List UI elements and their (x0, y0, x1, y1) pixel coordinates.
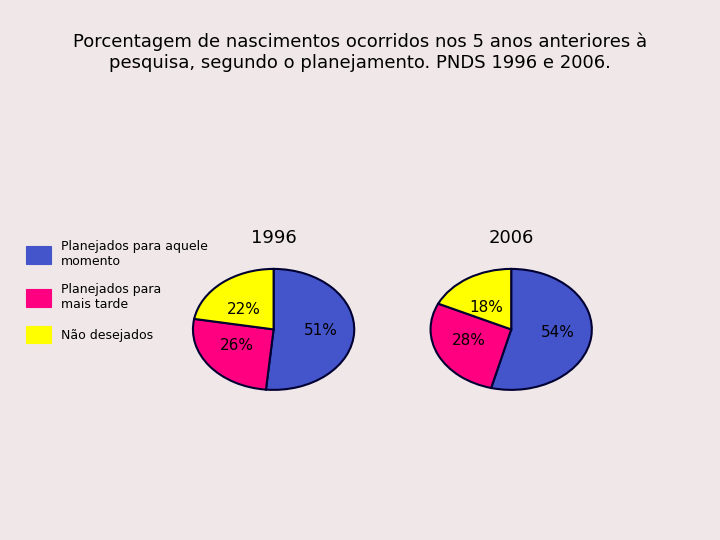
Text: 28%: 28% (452, 333, 486, 348)
Text: 54%: 54% (541, 325, 575, 340)
Legend: Planejados para aquele
momento, Planejados para
mais tarde, Não desejados: Planejados para aquele momento, Planejad… (21, 235, 212, 348)
Text: 22%: 22% (227, 302, 261, 317)
Wedge shape (193, 319, 274, 389)
Wedge shape (438, 269, 511, 329)
Wedge shape (194, 269, 274, 329)
Text: 51%: 51% (303, 323, 337, 338)
Title: 2006: 2006 (488, 228, 534, 247)
Wedge shape (266, 269, 354, 390)
Text: 18%: 18% (469, 300, 503, 315)
Title: 1996: 1996 (251, 228, 297, 247)
Text: Porcentagem de nascimentos ocorridos nos 5 anos anteriores à
pesquisa, segundo o: Porcentagem de nascimentos ocorridos nos… (73, 32, 647, 72)
Text: 26%: 26% (220, 338, 253, 353)
Wedge shape (491, 269, 592, 390)
Wedge shape (431, 303, 511, 388)
